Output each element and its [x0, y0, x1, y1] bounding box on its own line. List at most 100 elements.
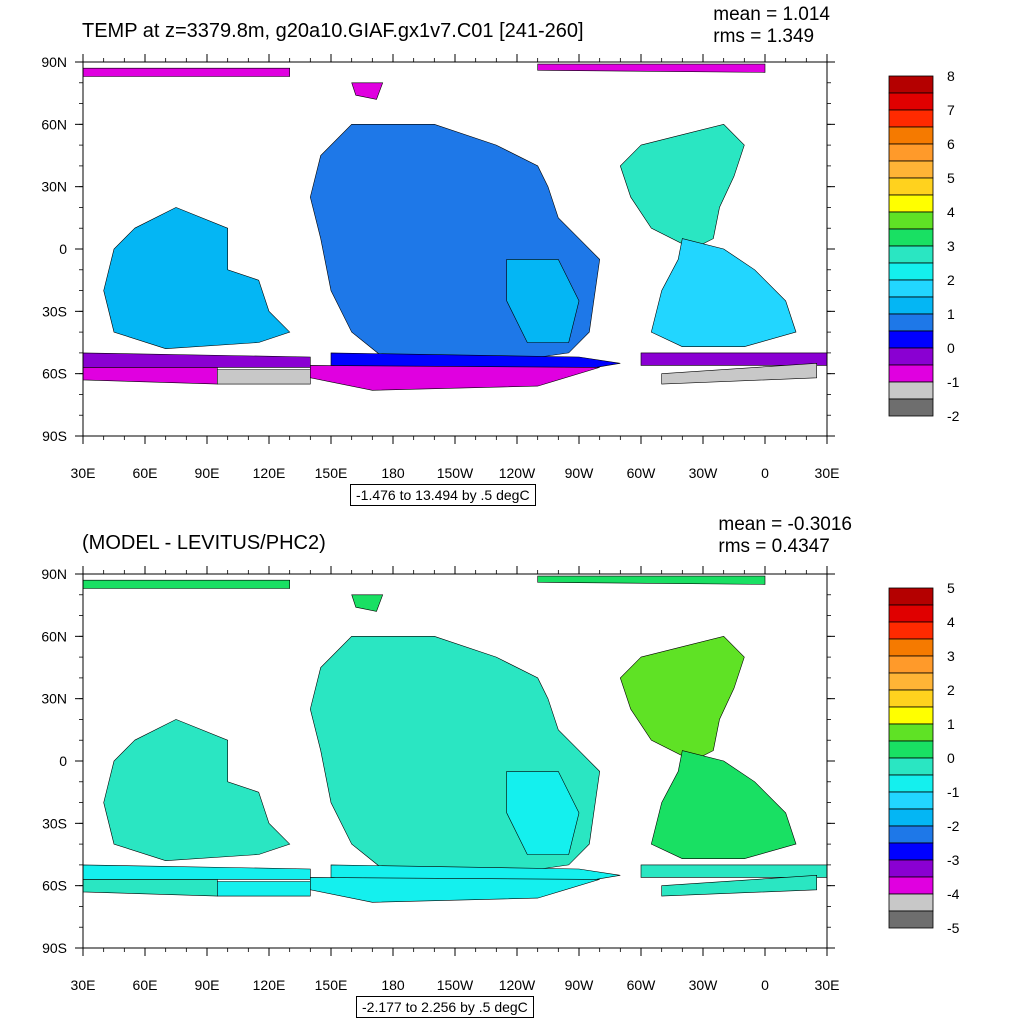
region-indian-ocean: [103, 207, 291, 350]
x-tick-label: 150E: [315, 465, 348, 481]
colorbar-swatch: [888, 621, 934, 640]
colorbar-swatch: [888, 825, 934, 844]
region-south-pacific-east: [506, 259, 580, 343]
contour-range-label: -2.177 to 2.256 by .5 degC: [356, 996, 534, 1018]
colorbar-label: 4: [947, 204, 955, 220]
colorbar-swatch: [888, 587, 934, 606]
region-antarctic-margin-c: [309, 365, 600, 391]
colorbar-swatch: [888, 330, 934, 349]
y-tick-label: 60S: [42, 366, 67, 382]
x-tick-label: 90E: [195, 465, 220, 481]
colorbar-label: 0: [947, 340, 955, 356]
colorbar-swatch: [888, 791, 934, 810]
region-southern-ocean-east: [640, 864, 828, 878]
x-tick-label: 150W: [437, 465, 474, 481]
x-tick-label: 60E: [133, 465, 158, 481]
region-south-pacific-east: [506, 771, 580, 855]
x-tick-label: 120W: [499, 465, 536, 481]
y-tick-label: 60N: [41, 116, 67, 132]
region-indian-ocean: [103, 719, 291, 862]
stats-block: mean = -0.3016 rms = 0.4347: [718, 514, 852, 558]
rms-label: rms = 1.349: [713, 26, 815, 47]
colorbar-swatch: [888, 143, 934, 162]
colorbar-swatch: [888, 774, 934, 793]
colorbar-label: 6: [947, 136, 955, 152]
x-tick-label: 60W: [627, 465, 657, 481]
y-tick-label: 30S: [42, 815, 67, 831]
region-antarctic-margin-b: [217, 369, 311, 385]
colorbar-label: 1: [947, 306, 955, 322]
colorbar-label: 5: [947, 580, 955, 596]
y-tick-label: 90S: [42, 940, 67, 956]
chart-title: TEMP at z=3379.8m, g20a10.GIAF.gx1v7.C01…: [82, 20, 584, 42]
x-tick-label: 30E: [71, 465, 96, 481]
region-arctic-b: [351, 82, 384, 100]
colorbar-swatch: [888, 910, 934, 929]
region-antarctic-margin-d: [661, 362, 818, 385]
x-tick-label: 60E: [133, 977, 158, 993]
region-southern-ocean-west: [82, 864, 311, 880]
x-tick-label: 30E: [815, 977, 840, 993]
colorbar-swatch: [888, 638, 934, 657]
colorbar-swatch: [888, 313, 934, 332]
colorbar-swatch: [888, 723, 934, 742]
x-tick-label: 120W: [499, 977, 536, 993]
colorbar-swatch: [888, 672, 934, 691]
colorbar-swatch: [888, 706, 934, 725]
y-tick-label: 30N: [41, 179, 67, 195]
colorbar-swatch: [888, 126, 934, 145]
x-tick-label: 30W: [689, 465, 719, 481]
region-arctic-b: [351, 594, 384, 612]
colorbar-label: -3: [947, 852, 960, 868]
y-tick-label: 0: [59, 753, 67, 769]
mean-label: mean = 1.014: [713, 4, 830, 25]
x-tick-label: 90E: [195, 977, 220, 993]
x-tick-label: 60W: [627, 977, 657, 993]
y-tick-label: 30N: [41, 691, 67, 707]
colorbar-label: 1: [947, 716, 955, 732]
colorbar-swatch: [888, 109, 934, 128]
region-antarctic-margin-d: [661, 874, 818, 897]
x-tick-label: 120E: [253, 465, 286, 481]
colorbar-swatch: [888, 808, 934, 827]
colorbar-swatch: [888, 842, 934, 861]
x-tick-label: 150W: [437, 977, 474, 993]
colorbar-swatch: [888, 211, 934, 230]
colorbar-swatch: [888, 757, 934, 776]
region-southern-ocean-east: [640, 352, 828, 366]
colorbar: 5 4 3 2 1 0 -1 -2 -3 -4 -5: [888, 580, 960, 936]
colorbar-label: -2: [947, 408, 960, 424]
colorbar-label: 7: [947, 102, 955, 118]
x-tick-label: 120E: [253, 977, 286, 993]
colorbar-label: -1: [947, 374, 960, 390]
colorbar-swatch: [888, 655, 934, 674]
x-tick-label: 30E: [815, 465, 840, 481]
colorbar-label: 0: [947, 750, 955, 766]
colorbar-swatch: [888, 228, 934, 247]
colorbar-swatch: [888, 296, 934, 315]
y-tick-label: 60N: [41, 628, 67, 644]
colorbar-label: -2: [947, 818, 960, 834]
x-tick-label: 180: [381, 465, 405, 481]
x-tick-label: 30W: [689, 977, 719, 993]
colorbar-swatch: [888, 876, 934, 895]
colorbar-swatch: [888, 398, 934, 417]
y-tick-label: 0: [59, 241, 67, 257]
colorbar-swatch: [888, 689, 934, 708]
colorbar-swatch: [888, 604, 934, 623]
colorbar-swatch: [888, 75, 934, 94]
region-atlantic-north: [619, 123, 745, 250]
region-antarctic-margin-c: [309, 877, 600, 903]
colorbar-swatch: [888, 381, 934, 400]
region-arctic-c: [537, 575, 766, 585]
contour-range-label: -1.476 to 13.494 by .5 degC: [350, 484, 536, 506]
colorbar-label: -5: [947, 920, 960, 936]
colorbar-swatch: [888, 859, 934, 878]
colorbar-label: -1: [947, 784, 960, 800]
chart-title: (MODEL - LEVITUS/PHC2): [82, 532, 326, 554]
region-atlantic-north: [619, 635, 745, 762]
bottom-panel: (MODEL - LEVITUS/PHC2) mean = -0.3016 rm…: [0, 512, 1024, 1024]
ocean-fields: [82, 63, 828, 391]
region-arctic-c: [537, 63, 766, 73]
colorbar-label: -4: [947, 886, 960, 902]
